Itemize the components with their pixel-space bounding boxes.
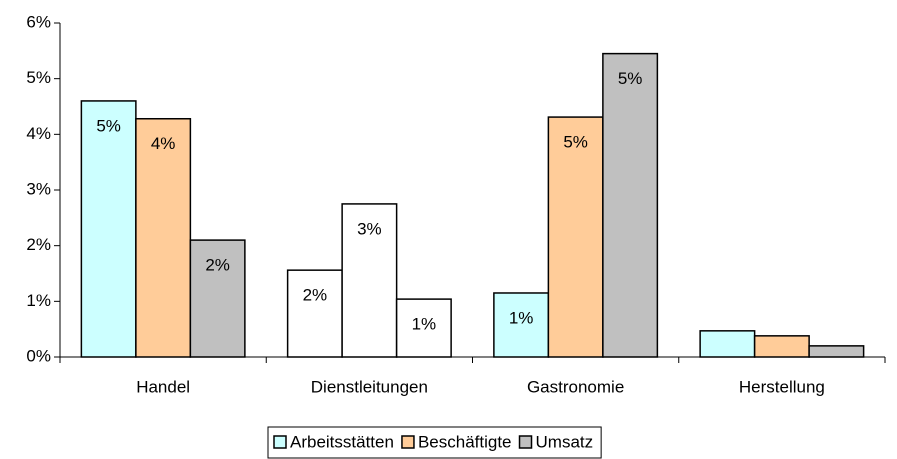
y-tick-label: 4%: [26, 124, 51, 143]
data-label: 4%: [151, 134, 176, 153]
bar: [286, 269, 343, 358]
bar: [602, 52, 659, 358]
y-tick-label: 3%: [26, 179, 51, 198]
y-tick-label: 1%: [26, 291, 51, 310]
legend-swatch: [518, 435, 533, 449]
y-tick-label: 0%: [26, 346, 51, 365]
data-label: 3%: [357, 219, 382, 238]
bar: [135, 117, 192, 358]
legend-swatch: [273, 435, 287, 449]
bar: [753, 335, 810, 358]
data-label: 5%: [96, 116, 121, 135]
legend-label: Umsatz: [536, 432, 594, 451]
data-label: 5%: [618, 69, 643, 88]
data-label: 2%: [303, 286, 328, 305]
bar: [395, 298, 452, 358]
data-label: 5%: [563, 133, 588, 152]
x-tick-label: Gastronomie: [527, 377, 624, 396]
legend-label: Arbeitsstätten: [290, 432, 394, 451]
bar: [547, 116, 604, 358]
data-label: 1%: [509, 308, 534, 327]
bar: [80, 100, 137, 358]
bar: [699, 330, 756, 358]
legend-box: [267, 426, 602, 459]
y-tick-label: 6%: [26, 12, 51, 31]
legend: Arbeitsstätten Beschäftigte Umsatz: [267, 426, 602, 459]
legend-label: Beschäftigte: [418, 432, 512, 451]
y-tick-label: 5%: [26, 68, 51, 87]
y-tick-label: 2%: [26, 235, 51, 254]
x-tick-label: Handel: [136, 377, 190, 396]
legend-swatch: [401, 435, 415, 449]
x-tick-label: Herstellung: [739, 377, 825, 396]
bar: [189, 239, 246, 358]
data-label: 1%: [412, 315, 437, 334]
bar: [341, 203, 398, 358]
bar: [808, 345, 865, 358]
x-tick-label: Dienstleitungen: [311, 377, 428, 396]
data-label: 2%: [205, 256, 230, 275]
